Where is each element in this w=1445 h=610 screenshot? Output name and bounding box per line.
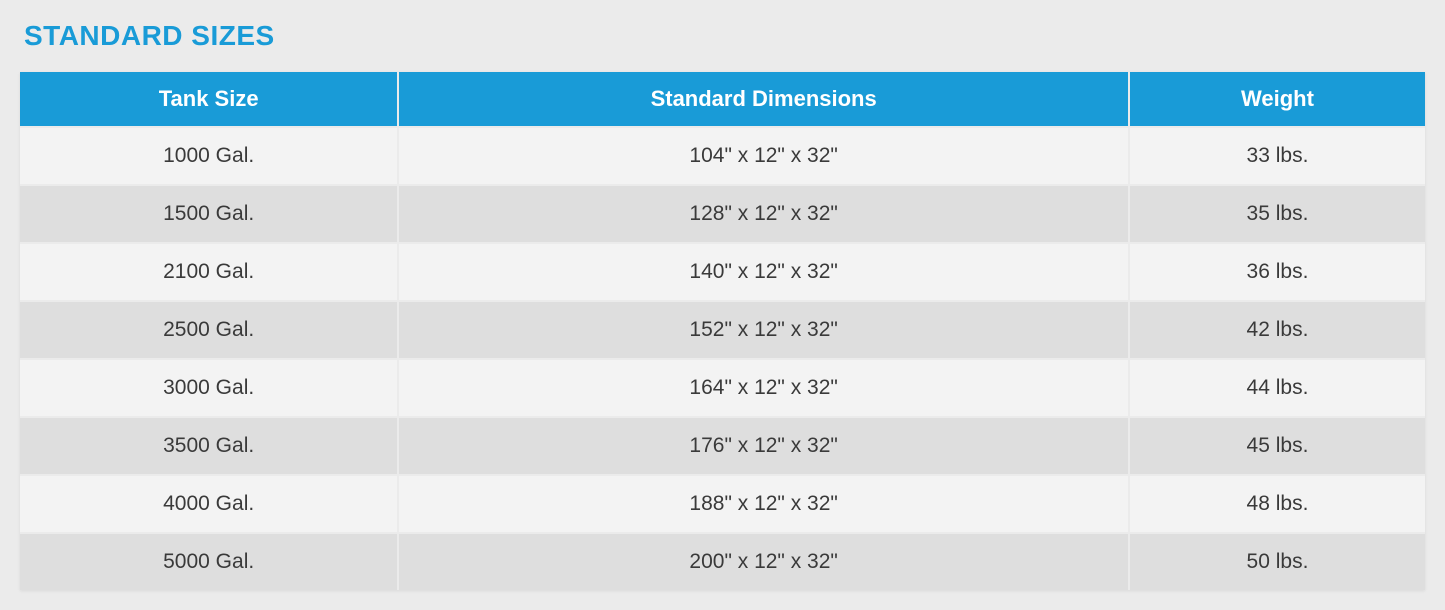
column-header-weight: Weight	[1130, 72, 1425, 126]
table-row: 5000 Gal.200" x 12" x 32"50 lbs.	[20, 532, 1425, 590]
cell-weight: 36 lbs.	[1130, 242, 1425, 300]
column-header-dimensions: Standard Dimensions	[399, 72, 1130, 126]
cell-tank-size: 1500 Gal.	[20, 184, 399, 242]
sizes-table: Tank Size Standard Dimensions Weight 100…	[20, 72, 1425, 590]
cell-dimensions: 140" x 12" x 32"	[399, 242, 1130, 300]
cell-dimensions: 176" x 12" x 32"	[399, 416, 1130, 474]
cell-dimensions: 200" x 12" x 32"	[399, 532, 1130, 590]
table-header-row: Tank Size Standard Dimensions Weight	[20, 72, 1425, 126]
cell-dimensions: 128" x 12" x 32"	[399, 184, 1130, 242]
cell-tank-size: 2100 Gal.	[20, 242, 399, 300]
section-title: STANDARD SIZES	[20, 20, 1425, 52]
cell-weight: 48 lbs.	[1130, 474, 1425, 532]
cell-tank-size: 3000 Gal.	[20, 358, 399, 416]
table-body: 1000 Gal.104" x 12" x 32"33 lbs.1500 Gal…	[20, 126, 1425, 590]
table-row: 3500 Gal.176" x 12" x 32"45 lbs.	[20, 416, 1425, 474]
cell-weight: 45 lbs.	[1130, 416, 1425, 474]
cell-weight: 35 lbs.	[1130, 184, 1425, 242]
cell-tank-size: 4000 Gal.	[20, 474, 399, 532]
cell-dimensions: 164" x 12" x 32"	[399, 358, 1130, 416]
sizes-table-wrapper: Tank Size Standard Dimensions Weight 100…	[20, 72, 1425, 590]
cell-weight: 42 lbs.	[1130, 300, 1425, 358]
table-row: 2500 Gal.152" x 12" x 32"42 lbs.	[20, 300, 1425, 358]
cell-tank-size: 2500 Gal.	[20, 300, 399, 358]
table-row: 4000 Gal.188" x 12" x 32"48 lbs.	[20, 474, 1425, 532]
table-row: 3000 Gal.164" x 12" x 32"44 lbs.	[20, 358, 1425, 416]
cell-weight: 33 lbs.	[1130, 126, 1425, 184]
cell-tank-size: 1000 Gal.	[20, 126, 399, 184]
cell-weight: 44 lbs.	[1130, 358, 1425, 416]
table-row: 1500 Gal.128" x 12" x 32"35 lbs.	[20, 184, 1425, 242]
table-row: 1000 Gal.104" x 12" x 32"33 lbs.	[20, 126, 1425, 184]
table-row: 2100 Gal.140" x 12" x 32"36 lbs.	[20, 242, 1425, 300]
cell-dimensions: 104" x 12" x 32"	[399, 126, 1130, 184]
cell-tank-size: 3500 Gal.	[20, 416, 399, 474]
cell-dimensions: 152" x 12" x 32"	[399, 300, 1130, 358]
column-header-tank-size: Tank Size	[20, 72, 399, 126]
cell-dimensions: 188" x 12" x 32"	[399, 474, 1130, 532]
cell-tank-size: 5000 Gal.	[20, 532, 399, 590]
cell-weight: 50 lbs.	[1130, 532, 1425, 590]
